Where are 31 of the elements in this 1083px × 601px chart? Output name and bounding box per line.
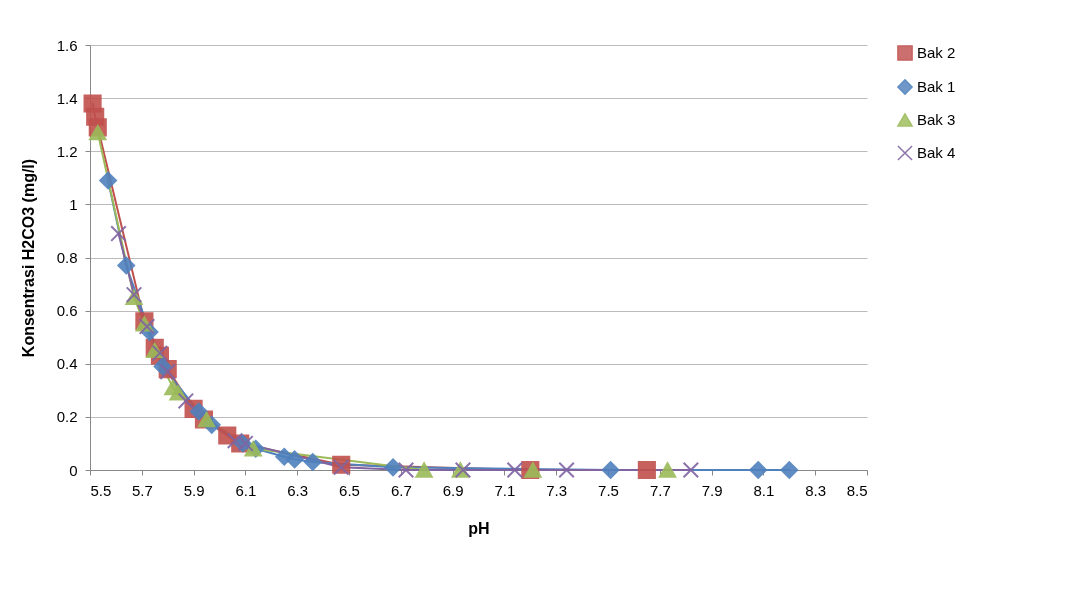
- x-tick-label: 7.1: [494, 481, 516, 499]
- y-tick-label: 1.6: [56, 36, 78, 54]
- x-tick-label: 5.9: [183, 481, 205, 499]
- x-tick-label: 7.3: [546, 481, 568, 499]
- legend-label: Bak 2: [917, 44, 956, 61]
- y-tick-label: 0: [69, 461, 78, 479]
- legend-label: Bak 3: [917, 111, 956, 128]
- x-tick-label: 7.7: [649, 481, 671, 499]
- legend-label: Bak 4: [917, 144, 956, 161]
- y-tick-label: 1.2: [56, 142, 78, 160]
- x-tick-label: 8.5: [846, 481, 868, 499]
- x-tick-label: 7.9: [701, 481, 723, 499]
- y-tick-label: 1.4: [56, 89, 78, 107]
- x-tick-label: 5.5: [90, 481, 112, 499]
- x-tick-label: 6.7: [390, 481, 412, 499]
- x-tick-label: 6.9: [442, 481, 464, 499]
- x-tick-label: 6.5: [339, 481, 360, 499]
- x-axis-title: pH: [468, 519, 490, 537]
- x-tick-label: 8.3: [805, 481, 827, 499]
- x-tick-label: 6.1: [235, 481, 257, 499]
- x-tick-label: 6.3: [287, 481, 309, 499]
- y-tick-label: 0.2: [56, 408, 78, 426]
- x-tick-label: 8.1: [753, 481, 775, 499]
- y-axis-title: Konsentrasi H2CO3 (mg/l): [19, 158, 37, 358]
- y-tick-label: 0.6: [56, 302, 78, 320]
- y-tick-label: 1: [69, 195, 78, 213]
- y-tick-label: 0.4: [56, 355, 78, 373]
- x-tick-label: 7.5: [598, 481, 619, 499]
- legend-label: Bak 1: [917, 78, 956, 95]
- y-tick-label: 0.8: [56, 249, 78, 266]
- x-tick-label: 5.7: [131, 481, 153, 499]
